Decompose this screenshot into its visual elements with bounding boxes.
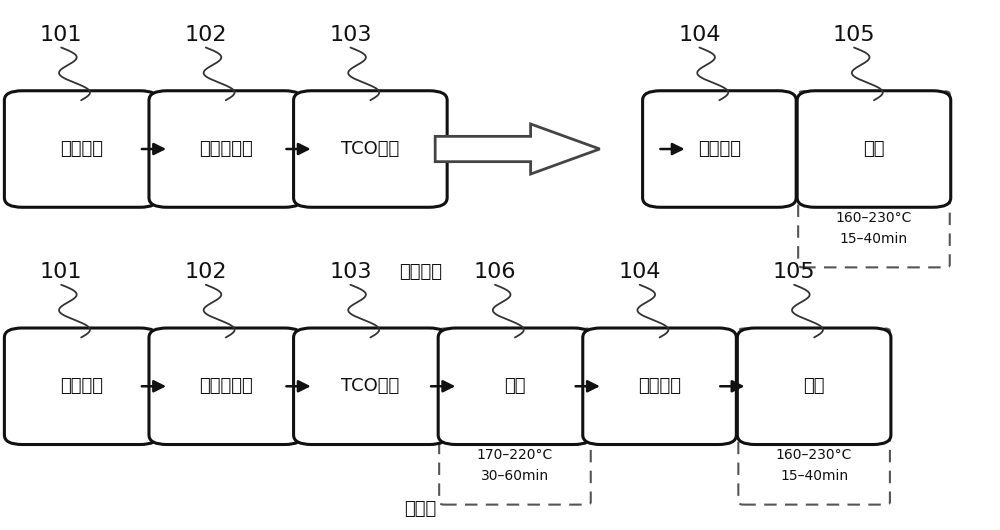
Text: 160–230°C: 160–230°C (836, 211, 912, 225)
FancyBboxPatch shape (149, 91, 303, 207)
Text: 15–40min: 15–40min (840, 232, 908, 246)
FancyBboxPatch shape (4, 328, 158, 445)
Text: 101: 101 (40, 262, 82, 282)
FancyBboxPatch shape (643, 91, 796, 207)
Text: 102: 102 (185, 262, 227, 282)
FancyBboxPatch shape (4, 91, 158, 207)
FancyBboxPatch shape (438, 328, 592, 445)
Text: 105: 105 (773, 262, 815, 282)
FancyBboxPatch shape (294, 328, 447, 445)
Text: TCO沉积: TCO沉积 (341, 140, 399, 158)
FancyBboxPatch shape (583, 328, 736, 445)
Text: 170–220°C: 170–220°C (477, 448, 553, 462)
Text: 退火: 退火 (504, 377, 526, 395)
Text: 非晶硅沉积: 非晶硅沉积 (199, 377, 253, 395)
Text: 106: 106 (474, 262, 516, 282)
Text: 160–230°C: 160–230°C (776, 448, 852, 462)
FancyBboxPatch shape (797, 91, 951, 207)
Text: 丝网印刷: 丝网印刷 (638, 377, 681, 395)
Text: 现有技术: 现有技术 (399, 262, 442, 280)
Text: 104: 104 (678, 25, 721, 45)
Text: 105: 105 (833, 25, 875, 45)
Text: 硅片清洗: 硅片清洗 (60, 377, 103, 395)
Text: 101: 101 (40, 25, 82, 45)
Text: 103: 103 (329, 262, 372, 282)
Text: 退火: 退火 (803, 377, 825, 395)
Text: 30–60min: 30–60min (481, 469, 549, 483)
Text: 退火: 退火 (863, 140, 885, 158)
Text: 104: 104 (618, 262, 661, 282)
FancyBboxPatch shape (149, 328, 303, 445)
Text: 非晶硅沉积: 非晶硅沉积 (199, 140, 253, 158)
Text: 103: 103 (329, 25, 372, 45)
Polygon shape (435, 124, 600, 174)
Text: 102: 102 (185, 25, 227, 45)
Text: 丝网印刷: 丝网印刷 (698, 140, 741, 158)
Text: 硅片清洗: 硅片清洗 (60, 140, 103, 158)
FancyBboxPatch shape (737, 328, 891, 445)
Text: 本发明: 本发明 (404, 500, 436, 518)
FancyBboxPatch shape (294, 91, 447, 207)
Text: TCO沉积: TCO沉积 (341, 377, 399, 395)
Text: 15–40min: 15–40min (780, 469, 848, 483)
